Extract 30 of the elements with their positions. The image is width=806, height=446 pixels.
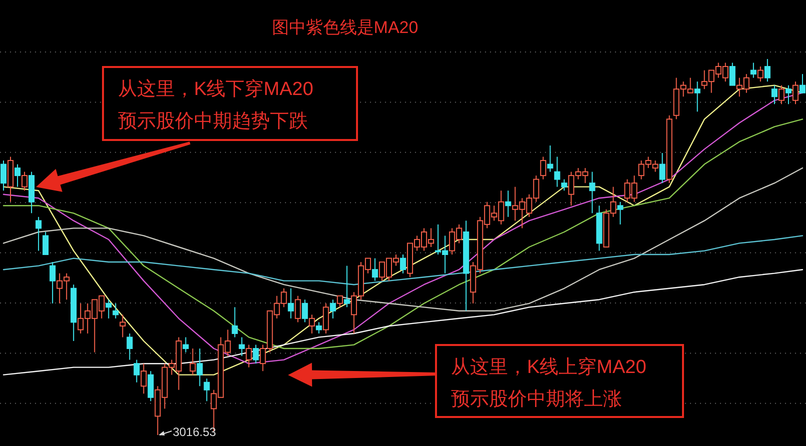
candlestick (463, 220, 470, 312)
candlestick (554, 156, 560, 188)
candlestick (204, 378, 210, 402)
candlestick (589, 171, 596, 214)
candlestick (694, 81, 700, 112)
candlestick (140, 363, 147, 394)
candlestick (190, 348, 196, 376)
candlestick (238, 336, 245, 357)
candlestick (106, 299, 112, 319)
candlestick (750, 62, 756, 78)
annotation: 从这里，K线上穿MA20 预示股价中期将上涨 (451, 356, 646, 410)
candlestick (70, 284, 77, 342)
candlestick (196, 348, 203, 387)
candlestick (316, 322, 322, 334)
annotation: 3016.53 (172, 425, 216, 439)
candlestick (288, 288, 294, 319)
candlestick (308, 314, 315, 334)
candlestick (0, 160, 7, 192)
annotation: 从这里，K线下穿MA20 预示股价中期趋势下跌 (118, 78, 314, 132)
candlestick (120, 314, 126, 338)
chart-title: 图中紫色线是MA20 (272, 18, 418, 37)
candlestick (330, 299, 336, 319)
candlestick (50, 262, 56, 304)
candlestick (372, 258, 378, 282)
candlestick (547, 144, 554, 172)
candlestick (400, 254, 406, 274)
candlestick (182, 336, 189, 353)
candlestick (112, 302, 119, 319)
candlestick (596, 205, 602, 252)
candlestick (505, 190, 512, 218)
